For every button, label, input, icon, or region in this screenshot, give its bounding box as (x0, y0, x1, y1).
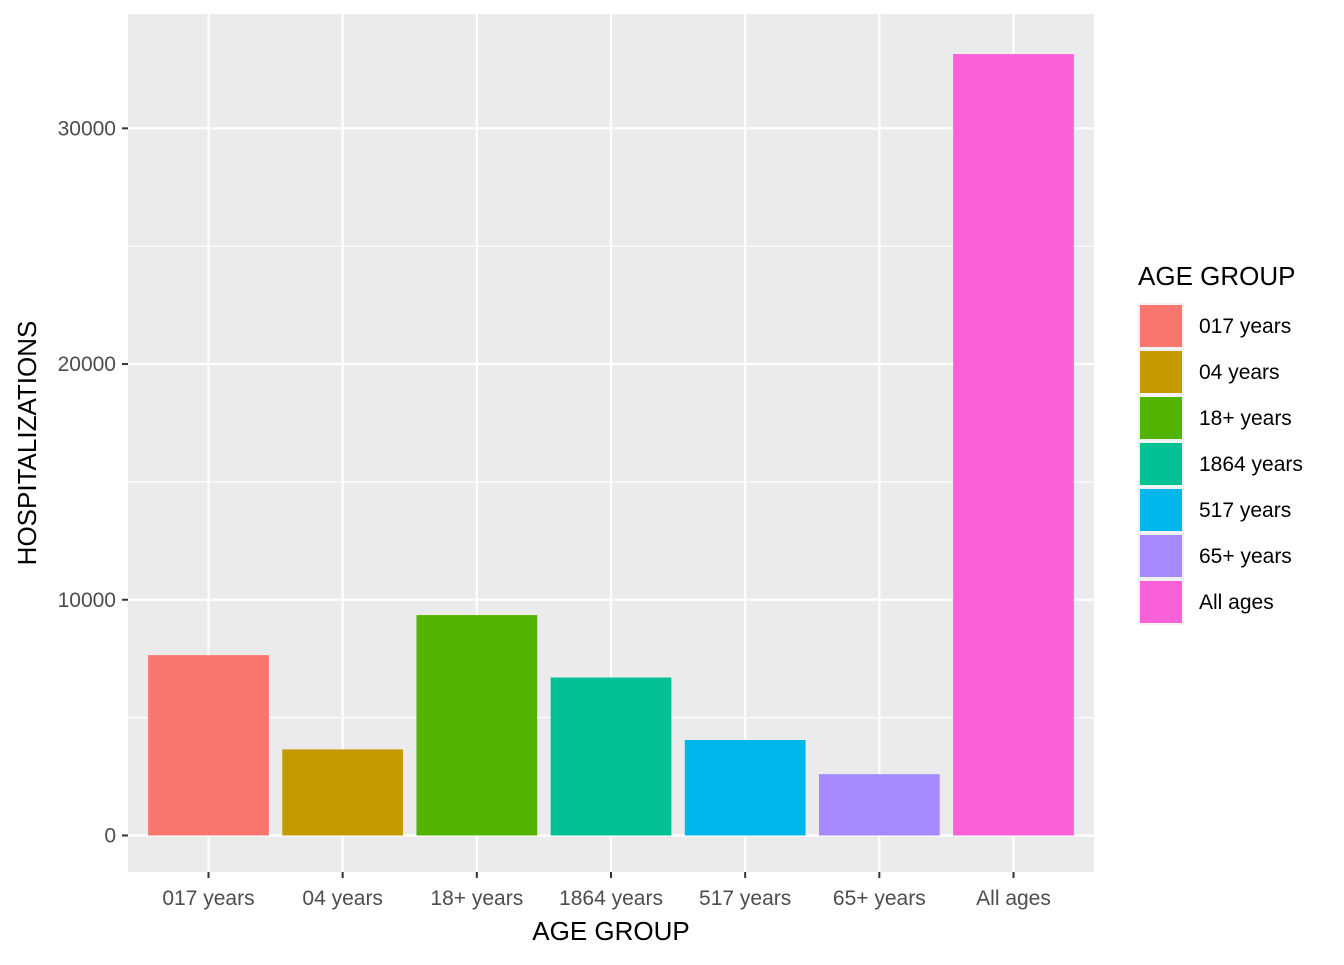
legend-swatch (1140, 397, 1182, 439)
bar (953, 54, 1074, 836)
bar (550, 677, 672, 836)
y-tick-label: 20000 (58, 353, 116, 376)
x-tick-label: 04 years (302, 887, 383, 910)
legend-swatch (1140, 351, 1182, 393)
legend-swatch (1140, 581, 1182, 623)
legend-label: 04 years (1199, 361, 1280, 384)
bar (282, 749, 404, 836)
x-axis-title: AGE GROUP (532, 916, 689, 946)
legend-label: 18+ years (1199, 407, 1292, 430)
x-tick-label: All ages (976, 887, 1051, 910)
legend-swatch (1140, 489, 1182, 531)
bar (148, 655, 269, 836)
bars (148, 54, 1074, 836)
bar (818, 774, 940, 836)
legend-swatch (1140, 535, 1182, 577)
x-tick-label: 517 years (699, 887, 791, 910)
x-tick-label: 017 years (162, 887, 254, 910)
x-tick-label: 1864 years (559, 887, 663, 910)
y-tick-label: 30000 (58, 117, 116, 140)
legend-swatch (1140, 443, 1182, 485)
legend-label: 017 years (1199, 315, 1291, 338)
y-axis-title: HOSPITALIZATIONS (12, 321, 42, 566)
legend-label: 517 years (1199, 499, 1291, 522)
legend: AGE GROUP 017 years 04 years 18+ years 1864… (1138, 261, 1303, 625)
axes: 0 10000 20000 30000 017 years 04 years 18+ yea… (58, 117, 1051, 910)
legend-label: 65+ years (1199, 545, 1292, 568)
y-tick-label: 10000 (58, 589, 116, 612)
legend-title: AGE GROUP (1138, 261, 1295, 291)
legend-label: 1864 years (1199, 453, 1303, 476)
x-tick-label: 18+ years (430, 887, 523, 910)
y-tick-label: 0 (104, 824, 116, 847)
legend-swatch (1140, 305, 1182, 347)
legend-label: All ages (1199, 591, 1274, 614)
x-tick-label: 65+ years (833, 887, 926, 910)
bar (684, 740, 806, 836)
bar (416, 615, 538, 836)
